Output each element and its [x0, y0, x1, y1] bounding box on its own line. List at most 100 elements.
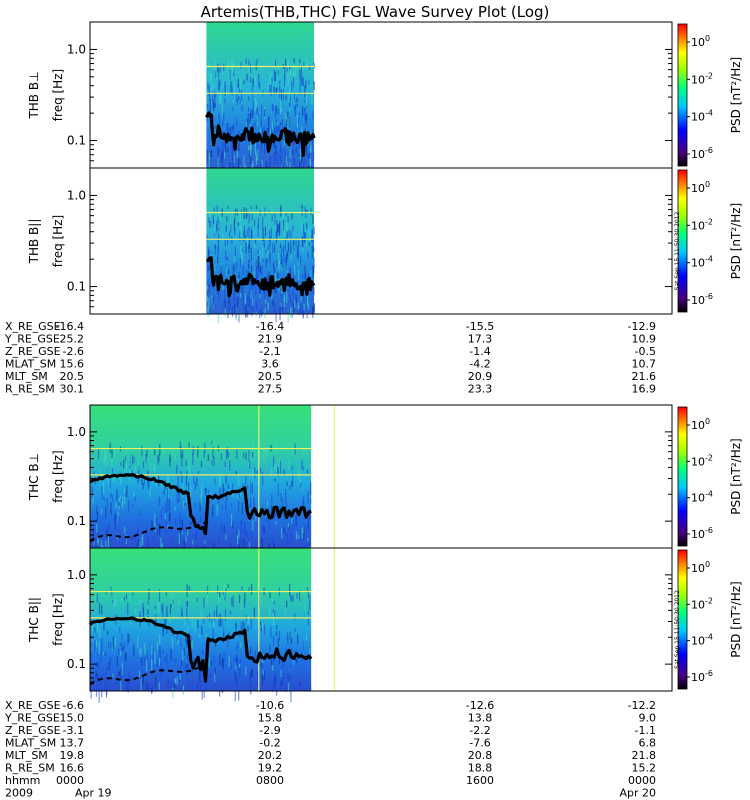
ephemeris-value: -7.6: [469, 737, 490, 750]
ephemeris-value: -12.2: [628, 699, 656, 712]
ephemeris-row: R_RE_SM 16.6 19.2 18.8 15.2: [5, 762, 656, 775]
spectrogram-panel-1: 1.0 0.1 THB B⊥ freq [Hz] 100 10-2 10-4 10-6 PSD …: [27, 21, 743, 179]
ephemeris-value: 20.9: [468, 370, 493, 383]
ephemeris-value: 20.8: [468, 749, 493, 762]
date-end: Apr 20: [619, 787, 656, 800]
panel-label: THB B||: [27, 219, 41, 265]
colorbar-tick-label: 10-6: [691, 292, 713, 307]
frequency-trace: [206, 256, 316, 298]
y-tick-label: 0.1: [67, 657, 86, 671]
colorbar-tick-label: 10-2: [691, 71, 713, 86]
colorbar-gradient: [677, 23, 688, 167]
ephemeris-value: 19.8: [60, 749, 85, 762]
panel-frame: [89, 21, 673, 169]
ephemeris-value: 20.5: [258, 370, 283, 383]
ephemeris-row: MLAT_SM 13.7 -0.2 -7.6 6.8: [5, 737, 656, 750]
ephemeris-row: R_RE_SM 30.1 27.5 23.3 16.9: [5, 383, 656, 396]
ephemeris-row: hhmm 0000 0800 1600 0000: [5, 774, 656, 787]
ephemeris-value: -0.5: [635, 345, 656, 358]
ephemeris-value: 15.2: [632, 762, 657, 775]
colorbar-gradient: [677, 549, 688, 690]
spectrogram-panel-4: 1.0 0.1 THC B|| freq [Hz] 100 10-2 10-4 10-6 PSD…: [27, 547, 743, 703]
colorbar-tick-label: 10-6: [691, 669, 713, 684]
colorbar-label: PSD [nT²/Hz]: [729, 581, 743, 657]
colorbar-tick-label: 100: [691, 180, 710, 195]
ephemeris-value: 0000: [56, 774, 84, 787]
colorbar-tick-label: 10-4: [691, 109, 713, 124]
ephemeris-row-name: hhmm: [5, 774, 40, 787]
spectrogram-panel-3: 1.0 0.1 THC B⊥ freq [Hz] 100 10-2 10-4 10-6 PSD …: [27, 404, 743, 558]
ephemeris-row-name: MLAT_SM: [5, 358, 56, 371]
figure-title: Artemis(THB,THC) FGL Wave Survey Plot (L…: [201, 3, 550, 21]
ephemeris-row: MLT_SM 20.5 20.5 20.9 21.6: [5, 370, 656, 383]
y-tick-label: 0.1: [67, 514, 86, 528]
colorbar: 100 10-2 10-4 10-6 PSD [nT²/Hz] Sat Sep 15 11…: [674, 549, 743, 690]
ephemeris-value: 23.3: [468, 383, 493, 396]
colorbar-tick-label: 100: [691, 417, 710, 432]
ephemeris-row: Y_RE_GSE 15.0 15.8 13.8 9.0: [4, 712, 656, 725]
y-tick-label: 1.0: [67, 188, 86, 202]
y-tick-label: 0.1: [67, 280, 86, 294]
panel-frame: [89, 547, 673, 692]
ephemeris-block-2: X_RE_GSE -6.6 -10.6 -12.6 -12.2 Y_RE_GSE 15.0 1…: [4, 699, 656, 800]
colorbar-gradient: [677, 169, 688, 313]
ephemeris-value: 10.9: [632, 333, 657, 346]
ephemeris-value: -10.6: [256, 699, 284, 712]
date-row: 2009 Apr 19 Apr 20: [5, 787, 656, 800]
ephemeris-value: 18.8: [468, 762, 493, 775]
ephemeris-value: 13.7: [60, 737, 85, 750]
ephemeris-value: -1.4: [469, 345, 490, 358]
colorbar-tick-label: 100: [691, 560, 710, 575]
colorbar-tick-label: 10-2: [691, 596, 713, 611]
ephemeris-value: -4.2: [469, 358, 490, 371]
ephemeris-value: -0.2: [259, 737, 280, 750]
ephemeris-value: 10.7: [632, 358, 657, 371]
ephemeris-value: -2.9: [259, 724, 280, 737]
secondary-trace: [89, 520, 212, 542]
ephemeris-value: -16.4: [56, 320, 84, 333]
ephemeris-value: 20.5: [60, 370, 85, 383]
colorbar-tick-label: 100: [691, 34, 710, 49]
ephemeris-row: X_RE_GSE -6.6 -10.6 -12.6 -12.2: [5, 699, 656, 712]
ephemeris-row-name: X_RE_GSE: [5, 699, 61, 712]
ephemeris-value: 15.6: [60, 358, 85, 371]
ephemeris-value: -2.6: [63, 345, 84, 358]
ephemeris-value: 20.2: [258, 749, 283, 762]
ephemeris-value: -3.1: [63, 724, 84, 737]
colorbar-label: PSD [nT²/Hz]: [729, 57, 743, 133]
colorbar: 100 10-2 10-4 10-6 PSD [nT²/Hz]: [677, 406, 743, 547]
freq-axis-label: freq [Hz]: [51, 215, 65, 267]
ephemeris-value: -2.1: [259, 345, 280, 358]
ephemeris-value: -16.4: [256, 320, 284, 333]
ephemeris-row: Z_RE_GSE -3.1 -2.9 -2.2 -1.1: [5, 724, 656, 737]
ephemeris-row: MLAT_SM 15.6 3.6 -4.2 10.7: [5, 358, 656, 371]
ephemeris-value: 27.5: [258, 383, 283, 396]
spectrogram-fill: [90, 405, 312, 548]
colorbar-tick-label: 10-2: [691, 453, 713, 468]
colorbar-tick-label: 10-4: [691, 255, 713, 270]
ephemeris-value: 21.6: [632, 370, 657, 383]
ephemeris-value: -2.2: [469, 724, 490, 737]
colorbar-tick-label: 10-6: [691, 526, 713, 541]
ephemeris-value: -15.5: [466, 320, 494, 333]
y-tick-label: 0.1: [67, 134, 86, 148]
colorbar-tick-label: 10-4: [691, 633, 713, 648]
spectrogram-panel-2: 1.0 0.1 THB B|| freq [Hz] 100 10-2 10-4 10-6 PSD…: [27, 167, 743, 324]
spectrogram-panels: 1.0 0.1 THB B⊥ freq [Hz] 100 10-2 10-4 10-6 PSD …: [27, 21, 743, 703]
ephemeris-row-name: MLT_SM: [5, 749, 48, 762]
ephemeris-row-name: X_RE_GSE: [5, 320, 61, 333]
ephemeris-tables: X_RE_GSE-16.4 -16.4 -15.5 -12.9Y_RE_GSE 25.2…: [4, 320, 656, 800]
colorbar-tick-label: 10-4: [691, 490, 713, 505]
ephemeris-row-name: Y_RE_GSE: [4, 712, 60, 725]
ephemeris-row: Y_RE_GSE 25.2 21.9 17.3 10.9: [4, 333, 656, 346]
ephemeris-value: 6.8: [639, 737, 657, 750]
ephemeris-value: 9.0: [639, 712, 657, 725]
panel-label: THB B⊥: [27, 71, 41, 119]
ephemeris-value: 16.6: [60, 762, 85, 775]
ephemeris-value: 3.6: [261, 358, 279, 371]
ephemeris-row: Z_RE_GSE -2.6 -2.1 -1.4 -0.5: [5, 345, 656, 358]
y-tick-label: 1.0: [67, 42, 86, 56]
ephemeris-value: 21.9: [258, 333, 283, 346]
ephemeris-value: 0000: [628, 774, 656, 787]
